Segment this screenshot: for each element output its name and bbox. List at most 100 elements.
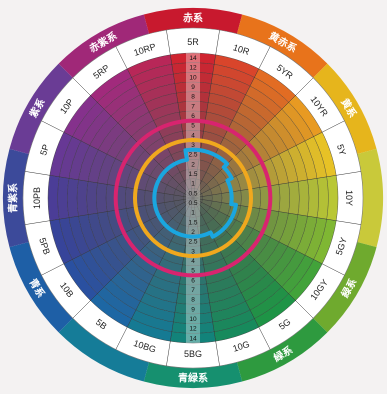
chroma-cell — [188, 217, 198, 227]
chroma-cell — [131, 120, 158, 144]
chroma-cell — [173, 199, 185, 207]
chroma-cell — [144, 92, 178, 112]
chroma-cell — [145, 137, 167, 157]
chroma-cell — [261, 210, 279, 238]
chroma-cell — [72, 102, 105, 141]
chroma-cell — [205, 112, 233, 130]
magenta-line — [113, 118, 273, 278]
chroma-cell — [250, 77, 289, 110]
chroma-step-label: 0.5 — [188, 200, 197, 207]
chroma-cell — [317, 176, 329, 220]
chroma-cell — [201, 189, 213, 197]
chroma-cell — [90, 293, 132, 328]
chroma-cell — [186, 159, 200, 170]
chroma-cell — [212, 64, 255, 87]
chroma-cell — [124, 228, 146, 253]
chroma-cell — [131, 252, 158, 276]
chroma-cell — [81, 109, 111, 146]
chroma-cell — [307, 178, 319, 218]
chroma-cell — [191, 188, 195, 198]
chroma-step-label: 12 — [189, 326, 197, 333]
chroma-cell — [183, 140, 203, 151]
chroma-cell — [173, 72, 213, 84]
chroma-cell — [176, 293, 210, 305]
chroma-cell — [214, 146, 235, 164]
chroma-scale-strip — [186, 53, 200, 343]
chroma-cell — [197, 159, 211, 173]
chroma-step-label: 3 — [191, 248, 195, 255]
chroma-cell — [117, 266, 150, 293]
hue-divider-line — [192, 171, 361, 199]
chroma-cell — [193, 189, 200, 198]
chroma-cell — [135, 301, 175, 323]
chroma-step-label: 6 — [191, 113, 195, 120]
chroma-cell — [219, 239, 241, 259]
chroma-cell — [214, 232, 235, 250]
chroma-cell — [232, 111, 262, 137]
chroma-cell — [193, 191, 202, 198]
hue-divider-line — [72, 197, 194, 319]
hue-divider-line — [192, 30, 220, 199]
chroma-cell — [104, 86, 141, 116]
chroma-cell — [254, 293, 296, 328]
chroma-cell — [151, 232, 172, 250]
chroma-cell — [254, 68, 296, 103]
outer-ring-sector — [357, 148, 383, 248]
chroma-cell — [201, 199, 213, 207]
hue-label: 5R — [187, 37, 199, 47]
chroma-cell — [179, 204, 189, 216]
chroma-cell — [194, 206, 202, 218]
chroma-cell — [179, 169, 190, 181]
chroma-cell — [173, 312, 213, 324]
chroma-step-label: 3 — [191, 142, 195, 149]
outer-ring-sector — [313, 63, 377, 155]
chroma-cell — [110, 273, 145, 302]
chroma-step-label: 5 — [191, 123, 195, 130]
chroma-cell — [288, 259, 323, 301]
chroma-cell — [67, 178, 79, 218]
chroma-cell — [175, 202, 187, 212]
chroma-cell — [97, 77, 136, 110]
chroma-cell — [179, 110, 207, 122]
chroma-step-label: 9 — [191, 306, 195, 313]
chroma-cell — [241, 94, 276, 123]
chroma-cell — [184, 191, 193, 198]
chroma-cell — [138, 245, 163, 267]
chroma-cell — [206, 275, 237, 294]
hue-label: 5BG — [184, 349, 202, 359]
chroma-cell — [304, 217, 327, 260]
chroma-cell — [186, 189, 193, 198]
hue-divider-line — [115, 197, 194, 350]
outer-ring-sector — [9, 63, 73, 155]
hue-divider-line — [41, 197, 194, 276]
chroma-cell — [245, 280, 282, 310]
chroma-cell — [97, 286, 136, 319]
chroma-cell — [253, 208, 270, 234]
chroma-cell — [126, 207, 142, 229]
chroma-cell — [110, 94, 145, 123]
chroma-cell — [189, 207, 197, 218]
chroma-cell — [171, 322, 215, 334]
hue-label: 10PB — [32, 187, 42, 209]
chroma-cell — [261, 158, 279, 186]
chroma-cell — [196, 169, 207, 181]
hue-divider-line — [166, 30, 194, 199]
chroma-cell — [184, 198, 193, 205]
chroma-cell — [184, 206, 192, 218]
chroma-cell — [173, 194, 184, 202]
chroma-cell — [57, 176, 69, 220]
outer-ring-sector — [236, 318, 328, 382]
outer-ring-sector — [2, 148, 29, 248]
chroma-cell — [179, 215, 190, 227]
chroma-cell — [186, 198, 193, 207]
chroma-cell — [96, 182, 108, 214]
chroma-cell — [162, 131, 184, 147]
chroma-cell — [194, 178, 202, 190]
boundary-lines — [113, 118, 273, 278]
chroma-cell — [191, 198, 195, 208]
chroma-cell — [176, 91, 210, 103]
chroma-cell — [268, 246, 297, 281]
chroma-step-label: 8 — [191, 297, 195, 304]
outer-ring-sector — [9, 241, 73, 333]
chroma-cell — [141, 156, 159, 177]
